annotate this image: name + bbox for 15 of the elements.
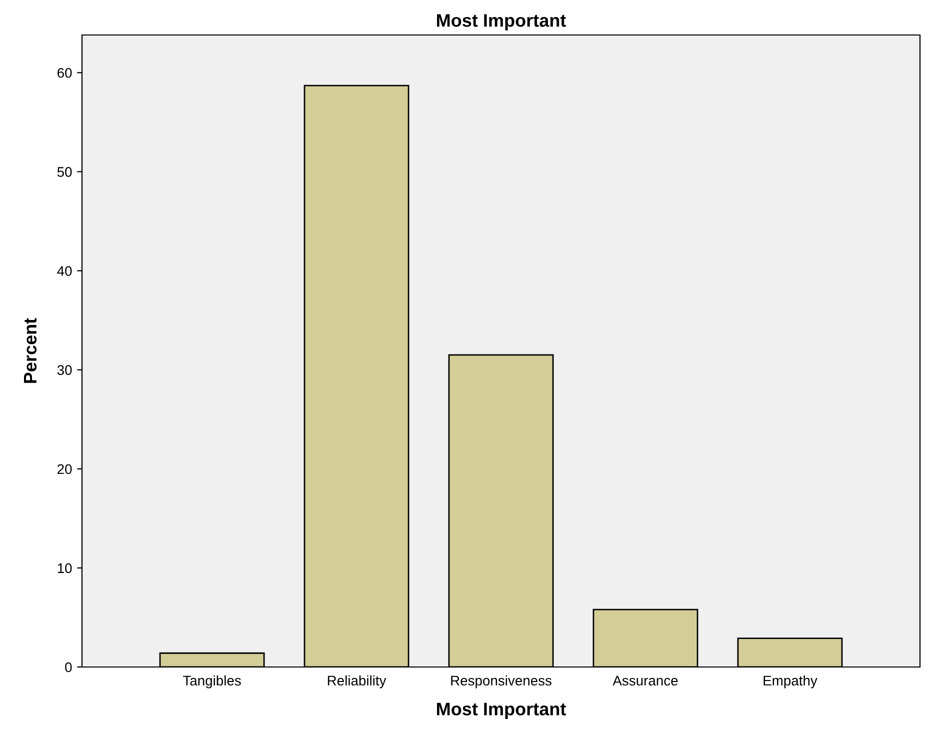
y-axis-title: Percent bbox=[24, 318, 37, 383]
y-tick-label: 20 bbox=[58, 464, 72, 474]
x-tick-label: Tangibles bbox=[183, 675, 241, 688]
y-tick-label: 10 bbox=[58, 563, 72, 574]
x-tick-label: Empathy bbox=[764, 675, 818, 688]
y-tick-label: 60 bbox=[58, 68, 72, 78]
y-tick-label: 40 bbox=[57, 266, 72, 276]
x-tick-label: Responsiveness bbox=[451, 675, 552, 688]
x-tick-label: Reliability bbox=[328, 675, 386, 688]
y-tick-label: 50 bbox=[57, 167, 72, 177]
chart-title: Most Important bbox=[437, 14, 566, 30]
x-axis-title: Most Important bbox=[437, 702, 566, 719]
y-tick-label: 30 bbox=[57, 365, 72, 375]
x-tick-label: Assurance bbox=[612, 676, 678, 686]
y-tick-label: 0 bbox=[65, 662, 72, 672]
